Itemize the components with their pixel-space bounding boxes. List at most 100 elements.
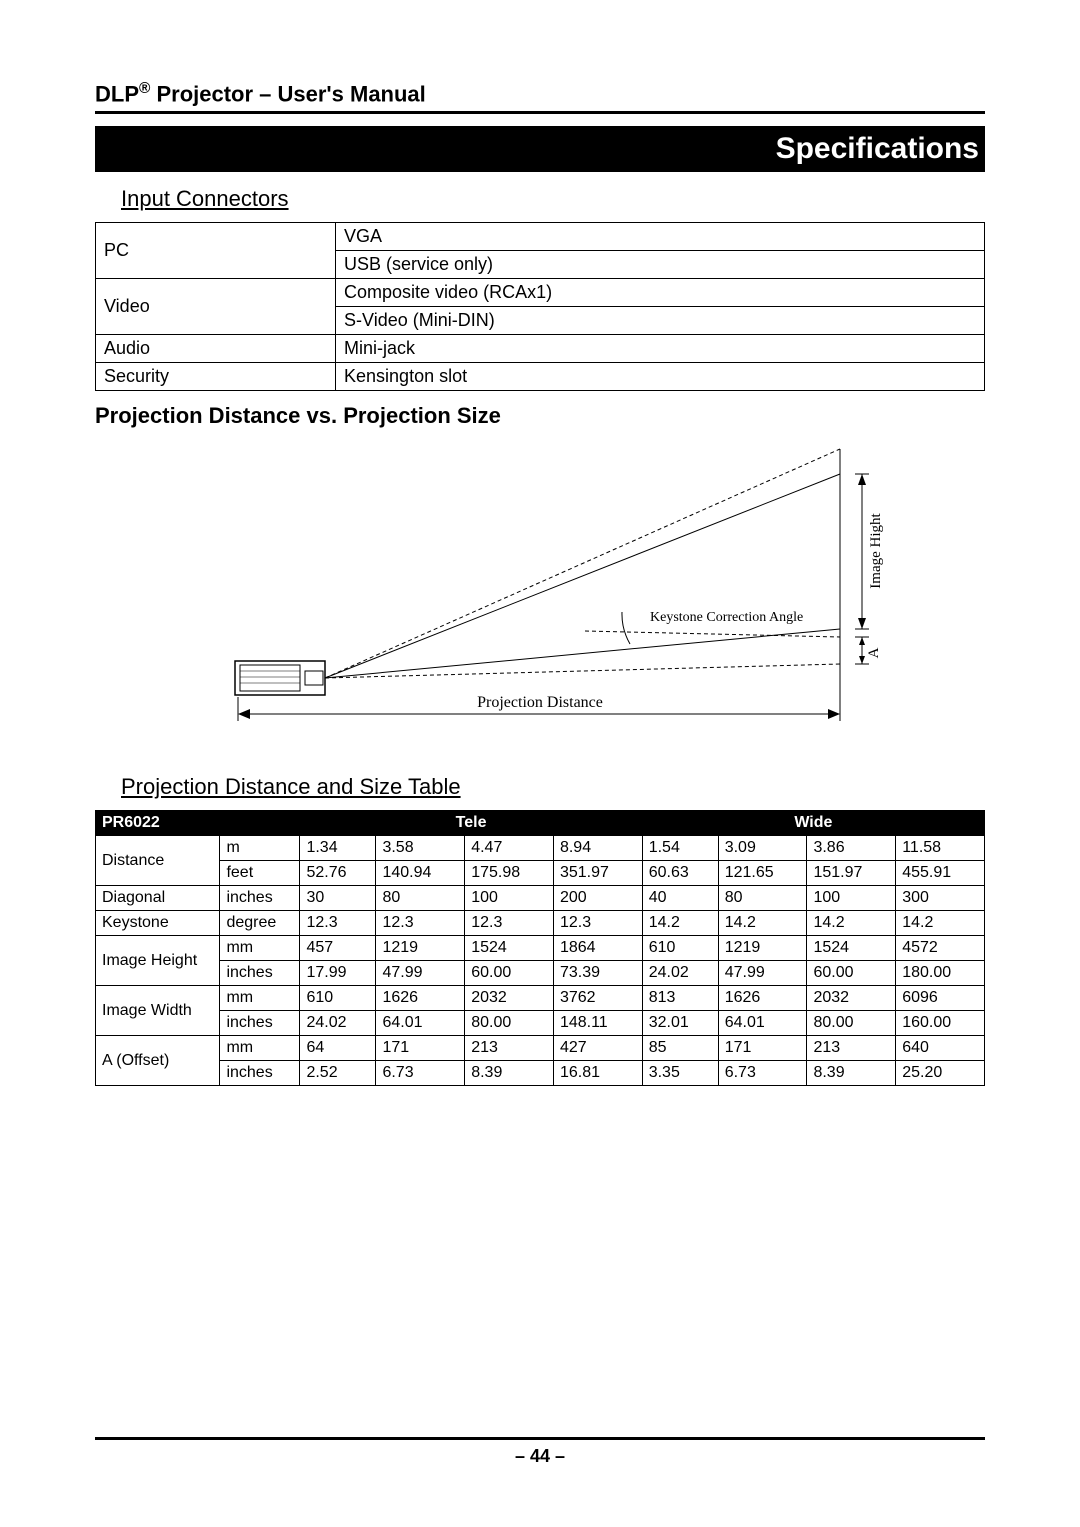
cell-value: 180.00 xyxy=(896,961,985,986)
cell-value: 213 xyxy=(465,1036,554,1061)
cell-value: 175.98 xyxy=(465,861,554,886)
cell-value: 1219 xyxy=(718,936,807,961)
cell-value: 171 xyxy=(718,1036,807,1061)
header-title: DLP® Projector – User's Manual xyxy=(95,80,985,107)
row-unit: feet xyxy=(220,861,300,886)
table-row: Distancem1.343.584.478.941.543.093.8611.… xyxy=(96,836,985,861)
th-tele: Tele xyxy=(300,811,642,836)
cell-value: 52.76 xyxy=(300,861,376,886)
keystone-label: Keystone Correction Angle xyxy=(650,610,803,625)
cell-value: 640 xyxy=(896,1036,985,1061)
table-row: A (Offset)mm6417121342785171213640 xyxy=(96,1036,985,1061)
mid-dash xyxy=(585,631,840,637)
cell-value: 1864 xyxy=(553,936,642,961)
cell-value: 14.2 xyxy=(642,911,718,936)
cell-value: 351.97 xyxy=(553,861,642,886)
cell-value: 1219 xyxy=(376,936,465,961)
table-row: Image Widthmm610162620323762813162620326… xyxy=(96,986,985,1011)
cell-value: 24.02 xyxy=(300,1011,376,1036)
row-unit: degree xyxy=(220,911,300,936)
diagram-svg: Projection Distance Keystone Correction … xyxy=(160,439,920,759)
row-unit: mm xyxy=(220,1036,300,1061)
row-label: A (Offset) xyxy=(96,1036,220,1086)
cell-value: 4572 xyxy=(896,936,985,961)
cell-value: 17.99 xyxy=(300,961,376,986)
cell-value: 16.81 xyxy=(553,1061,642,1086)
cell-value: 148.11 xyxy=(553,1011,642,1036)
cell-value: 8.39 xyxy=(807,1061,896,1086)
cell-value: 80 xyxy=(718,886,807,911)
cell-value: 60.00 xyxy=(807,961,896,986)
cell-value: 40 xyxy=(642,886,718,911)
cell-value: 3.86 xyxy=(807,836,896,861)
cell-value: 12.3 xyxy=(376,911,465,936)
cell-value: 140.94 xyxy=(376,861,465,886)
cell-value: 85 xyxy=(642,1036,718,1061)
cell-value: S-Video (Mini-DIN) xyxy=(336,307,985,335)
cell-value: 12.3 xyxy=(465,911,554,936)
table-row: PC VGA xyxy=(96,223,985,251)
table-row: Keystonedegree12.312.312.312.314.214.214… xyxy=(96,911,985,936)
cell-value: 12.3 xyxy=(300,911,376,936)
cone-bottom-solid xyxy=(325,629,840,678)
cell-value: 3762 xyxy=(553,986,642,1011)
cell-value: 80 xyxy=(376,886,465,911)
cell-value: 1524 xyxy=(465,936,554,961)
cell-value: 14.2 xyxy=(896,911,985,936)
th-wide: Wide xyxy=(642,811,984,836)
table-row: inches17.9947.9960.0073.3924.0247.9960.0… xyxy=(96,961,985,986)
projection-diagram: Projection Distance Keystone Correction … xyxy=(95,439,985,764)
cell-value: 213 xyxy=(807,1036,896,1061)
cell-value: 171 xyxy=(376,1036,465,1061)
cell-value: 200 xyxy=(553,886,642,911)
table-row: inches2.526.738.3916.813.356.738.3925.20 xyxy=(96,1061,985,1086)
cell-value: 1626 xyxy=(718,986,807,1011)
cell-value: 3.35 xyxy=(642,1061,718,1086)
cell-value: 3.58 xyxy=(376,836,465,861)
banner-title: Specifications xyxy=(95,126,985,172)
cell-value: 25.20 xyxy=(896,1061,985,1086)
projection-heading: Projection Distance vs. Projection Size xyxy=(95,403,985,429)
cell-value: 2.52 xyxy=(300,1061,376,1086)
header-pre: DLP xyxy=(95,81,139,106)
table-row: Video Composite video (RCAx1) xyxy=(96,279,985,307)
cone-top-dash xyxy=(325,449,840,678)
cell-value: 121.65 xyxy=(718,861,807,886)
table-row: Diagonalinches30801002004080100300 xyxy=(96,886,985,911)
header-rule xyxy=(95,111,985,114)
cell-value: VGA xyxy=(336,223,985,251)
cell-value: 457 xyxy=(300,936,376,961)
cell-value: 160.00 xyxy=(896,1011,985,1036)
cell-value: 60.63 xyxy=(642,861,718,886)
cell-value: 813 xyxy=(642,986,718,1011)
cone-top-solid xyxy=(325,474,840,678)
cell-value: 1.54 xyxy=(642,836,718,861)
cell-value: 80.00 xyxy=(807,1011,896,1036)
size-table: PR6022 Tele Wide Distancem1.343.584.478.… xyxy=(95,810,985,1086)
image-height-bracket: Image Hight xyxy=(855,474,884,629)
table-row: feet52.76140.94175.98351.9760.63121.6515… xyxy=(96,861,985,886)
image-height-label: Image Hight xyxy=(868,513,884,589)
cell-value: 151.97 xyxy=(807,861,896,886)
cell-value: 427 xyxy=(553,1036,642,1061)
cell-value: 1626 xyxy=(376,986,465,1011)
input-connectors-table: PC VGA USB (service only) Video Composit… xyxy=(95,222,985,391)
row-unit: m xyxy=(220,836,300,861)
cell-value: 24.02 xyxy=(642,961,718,986)
table-row: Image Heightmm45712191524186461012191524… xyxy=(96,936,985,961)
projection-distance-arrow: Projection Distance xyxy=(238,664,840,721)
row-unit: inches xyxy=(220,961,300,986)
offset-label: A xyxy=(866,648,882,659)
cell-value: 8.94 xyxy=(553,836,642,861)
offset-bracket: A xyxy=(855,637,882,664)
projector-icon xyxy=(235,661,325,695)
table-header-row: PR6022 Tele Wide xyxy=(96,811,985,836)
cell-value: 610 xyxy=(642,936,718,961)
cell-value: 80.00 xyxy=(465,1011,554,1036)
cell-value: 6096 xyxy=(896,986,985,1011)
cell-value: 47.99 xyxy=(718,961,807,986)
table-row: Audio Mini-jack xyxy=(96,335,985,363)
cell-value: 64.01 xyxy=(718,1011,807,1036)
cell-value: 6.73 xyxy=(718,1061,807,1086)
cell-value: 455.91 xyxy=(896,861,985,886)
